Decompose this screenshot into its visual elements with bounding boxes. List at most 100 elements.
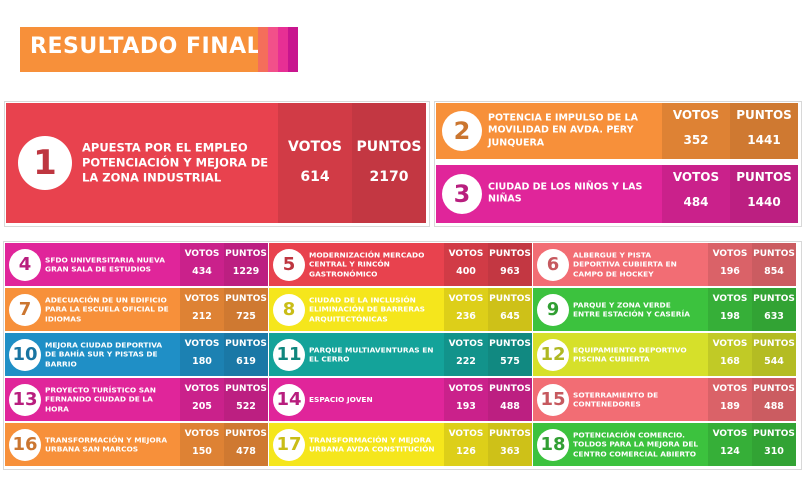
votos-label: VOTOS [184, 294, 220, 304]
rank-badge: 12 [537, 338, 569, 371]
project-name: APUESTA POR EL EMPLEO POTENCIACIÓN Y MEJ… [82, 140, 269, 185]
puntos-column: PUNTOS 1441 [730, 103, 798, 159]
puntos-column: PUNTOS 725 [224, 288, 268, 331]
project-name: PROYECTO TURÍSTICO SAN FERNANDO CIUDAD D… [45, 385, 156, 414]
votos-label: VOTOS [184, 384, 220, 394]
project-card: 5 MODERNIZACIÓN MERCADO CENTRAL Y RINCÓN … [269, 243, 532, 286]
votos-value: 150 [192, 446, 212, 457]
votos-column: VOTOS 124 [708, 423, 752, 466]
votos-value: 434 [192, 266, 212, 277]
rank-badge: 5 [273, 248, 305, 281]
puntos-label: PUNTOS [225, 249, 267, 259]
project-card: 12 EQUIPAMIENTO DEPORTIVO PISCINA CUBIERT… [533, 333, 796, 376]
votos-label: VOTOS [184, 429, 220, 439]
votos-value: 614 [300, 169, 330, 185]
puntos-value: 544 [764, 356, 784, 367]
puntos-label: PUNTOS [753, 294, 795, 304]
puntos-column: PUNTOS 619 [224, 333, 268, 376]
votos-column: VOTOS 400 [444, 243, 488, 286]
puntos-label: PUNTOS [489, 429, 531, 439]
frame-top-right [434, 101, 802, 227]
frame-top-left [4, 101, 430, 227]
votos-label: VOTOS [712, 384, 748, 394]
project-card: 11 PARQUE MULTIAVENTURAS EN EL CERRO VOTOS… [269, 333, 532, 376]
puntos-column: PUNTOS 645 [488, 288, 532, 331]
puntos-value: 1229 [232, 266, 260, 277]
puntos-label: PUNTOS [736, 108, 792, 122]
votos-label: VOTOS [184, 339, 220, 349]
votos-value: 352 [683, 133, 709, 147]
project-name: TRANSFORMACIÓN Y MEJORA URBANA AVDA CONS… [309, 434, 435, 454]
puntos-label: PUNTOS [489, 339, 531, 349]
puntos-column: PUNTOS 522 [224, 378, 268, 421]
title-banner: RESULTADO FINAL [20, 27, 298, 72]
puntos-value: 963 [500, 266, 520, 277]
title-stripe [278, 27, 288, 72]
puntos-value: 854 [764, 266, 784, 277]
title-stripe [288, 27, 298, 72]
project-card: 16 TRANSFORMACIÓN Y MEJORA URBANA SAN MAR… [5, 423, 268, 466]
project-name: POTENCIA E IMPULSO DE LA MOVILIDAD EN AV… [488, 112, 638, 149]
project-card: 3 CIUDAD DE LOS NIÑOS Y LAS NIÑAS VOTOS 484… [436, 165, 798, 223]
votos-value: 484 [683, 195, 709, 209]
project-card: 10 MEJORA CIUDAD DEPORTIVA DE BAHÍA SUR Y… [5, 333, 268, 376]
project-name: PARQUE MULTIAVENTURAS EN EL CERRO [309, 344, 434, 364]
votos-column: VOTOS 198 [708, 288, 752, 331]
votos-label: VOTOS [448, 249, 484, 259]
puntos-column: PUNTOS 488 [488, 378, 532, 421]
project-card: 8 CIUDAD DE LA INCLUSIÓN ELIMINACIÓN DE B… [269, 288, 532, 331]
project-name: POTENCIACIÓN COMERCIO. TOLDOS PARA LA ME… [573, 430, 699, 459]
project-name: TRANSFORMACIÓN Y MEJORA URBANA SAN MARCO… [45, 434, 168, 454]
project-card: 18 POTENCIACIÓN COMERCIO. TOLDOS PARA LA … [533, 423, 796, 466]
project-card: 6 ALBERGUE Y PISTA DEPORTIVA CUBIERTA EN … [533, 243, 796, 286]
puntos-value: 488 [500, 401, 520, 412]
rank-badge: 18 [537, 428, 569, 461]
rank-badge: 7 [9, 293, 41, 326]
votos-value: 222 [456, 356, 476, 367]
puntos-label: PUNTOS [225, 429, 267, 439]
puntos-column: PUNTOS 854 [752, 243, 796, 286]
puntos-column: PUNTOS 1440 [730, 165, 798, 223]
votos-value: 196 [720, 266, 740, 277]
puntos-value: 2170 [369, 169, 409, 185]
title-stripe [258, 27, 268, 72]
votos-value: 168 [720, 356, 740, 367]
puntos-value: 478 [236, 446, 256, 457]
votos-column: VOTOS 205 [180, 378, 224, 421]
votos-label: VOTOS [448, 294, 484, 304]
votos-column: VOTOS 222 [444, 333, 488, 376]
puntos-value: 1440 [747, 195, 781, 209]
votos-label: VOTOS [712, 429, 748, 439]
puntos-column: PUNTOS 575 [488, 333, 532, 376]
puntos-column: PUNTOS 1229 [224, 243, 268, 286]
rank-badge: 3 [442, 174, 482, 214]
puntos-value: 310 [764, 446, 784, 457]
frame-grid [3, 241, 802, 470]
rank-badge: 16 [9, 428, 41, 461]
votos-column: VOTOS 150 [180, 423, 224, 466]
votos-column: VOTOS 484 [662, 165, 730, 223]
project-name: PARQUE Y ZONA VERDE ENTRE ESTACIÓN Y CAS… [573, 299, 690, 319]
votos-column: VOTOS 126 [444, 423, 488, 466]
puntos-value: 488 [764, 401, 784, 412]
puntos-label: PUNTOS [489, 249, 531, 259]
votos-value: 126 [456, 446, 476, 457]
votos-column: VOTOS 168 [708, 333, 752, 376]
puntos-label: PUNTOS [356, 139, 422, 155]
project-name: MEJORA CIUDAD DEPORTIVA DE BAHÍA SUR Y P… [45, 340, 163, 369]
votos-label: VOTOS [287, 139, 343, 155]
votos-column: VOTOS 236 [444, 288, 488, 331]
puntos-value: 522 [236, 401, 256, 412]
votos-column: VOTOS 212 [180, 288, 224, 331]
votos-value: 189 [720, 401, 740, 412]
votos-label: VOTOS [712, 249, 748, 259]
project-card: 15 SOTERRAMIENTO DE CONTENEDORES VOTOS 189 P… [533, 378, 796, 421]
project-name: SOTERRAMIENTO DE CONTENEDORES [573, 389, 659, 409]
rank-badge: 1 [18, 136, 72, 190]
project-name: CIUDAD DE LA INCLUSIÓN ELIMINACIÓN DE BA… [309, 295, 426, 324]
project-name: EQUIPAMIENTO DEPORTIVO PISCINA CUBIERTA [573, 344, 687, 364]
puntos-label: PUNTOS [225, 384, 267, 394]
puntos-label: PUNTOS [225, 294, 267, 304]
votos-column: VOTOS 189 [708, 378, 752, 421]
rank-badge: 9 [537, 293, 569, 326]
